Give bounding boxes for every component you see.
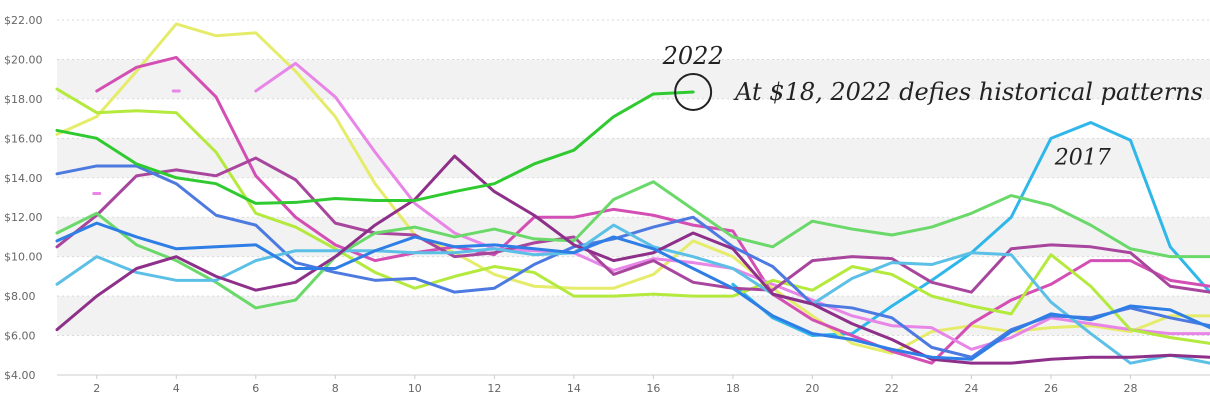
x-tick-label: 6 bbox=[252, 382, 259, 395]
x-tick-label: 28 bbox=[1123, 382, 1137, 395]
y-tick-label: $14.00 bbox=[4, 172, 43, 185]
series-line bbox=[55, 22, 1210, 355]
x-tick-label: 12 bbox=[487, 382, 501, 395]
series-line bbox=[55, 223, 1210, 365]
y-tick-label: $16.00 bbox=[4, 132, 43, 145]
x-tick-label: 24 bbox=[964, 382, 978, 395]
y-tick-label: $10.00 bbox=[4, 251, 43, 264]
y-tick-label: $20.00 bbox=[4, 53, 43, 66]
x-tick-label: 14 bbox=[567, 382, 581, 395]
y-tick-label: $22.00 bbox=[4, 14, 43, 27]
annotation-callout: At $18, 2022 defies historical patterns bbox=[733, 78, 1203, 106]
grid-band bbox=[57, 59, 1210, 99]
y-tick-label: $18.00 bbox=[4, 93, 43, 106]
x-tick-label: 26 bbox=[1044, 382, 1058, 395]
x-tick-label: 4 bbox=[173, 382, 180, 395]
x-tick-label: 10 bbox=[408, 382, 422, 395]
series-line bbox=[55, 87, 1210, 345]
x-tick-label: 16 bbox=[646, 382, 660, 395]
x-axis-ticks: 2 4 6 8 10 12 14 16 18 20 22 24 26 28 bbox=[93, 375, 1137, 395]
series-lines bbox=[55, 22, 1210, 365]
x-tick-label: 22 bbox=[885, 382, 899, 395]
series-line bbox=[55, 90, 695, 205]
y-axis-ticks: $4.00 $6.00 $8.00 $10.00 $12.00 $14.00 $16.00 $… bbox=[4, 14, 43, 382]
series-line bbox=[55, 154, 1210, 365]
highlight-circle bbox=[674, 72, 713, 111]
y-tick-label: $12.00 bbox=[4, 211, 43, 224]
grid-band bbox=[57, 138, 1210, 178]
x-tick-label: 20 bbox=[805, 382, 819, 395]
series-line bbox=[55, 180, 1210, 310]
x-tick-label: 18 bbox=[726, 382, 740, 395]
y-tick-label: $6.00 bbox=[4, 330, 36, 343]
annotation-2017: 2017 bbox=[1054, 146, 1111, 171]
series-line bbox=[55, 221, 1210, 361]
y-tick-label: $8.00 bbox=[4, 290, 36, 303]
x-tick-label: 2 bbox=[93, 382, 100, 395]
y-tick-label: $4.00 bbox=[4, 369, 36, 382]
series-line bbox=[55, 156, 1210, 294]
annotations: 2022 At $18, 2022 defies historical patt… bbox=[662, 42, 1203, 171]
annotation-2022: 2022 bbox=[662, 42, 724, 70]
x-tick-label: 8 bbox=[332, 382, 339, 395]
